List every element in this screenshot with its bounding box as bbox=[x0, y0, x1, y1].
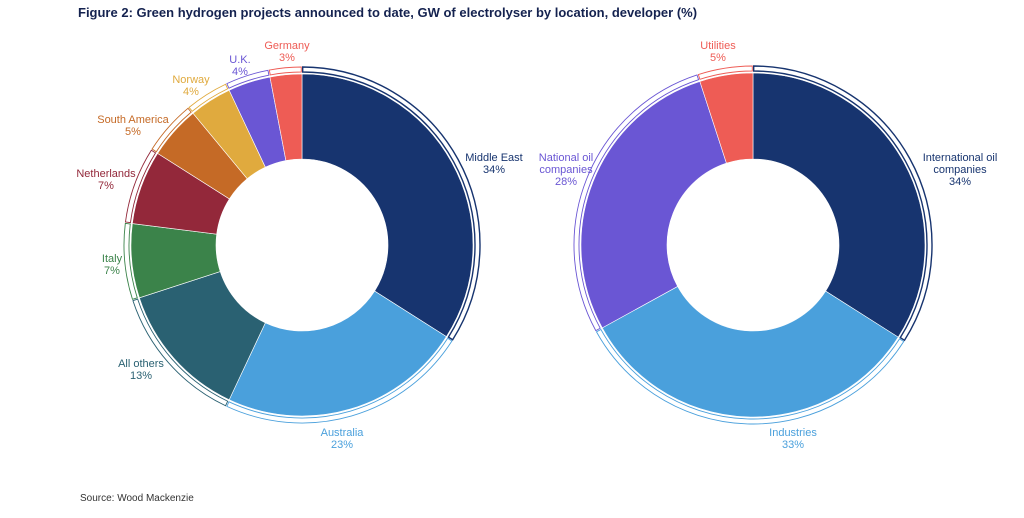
slice-value: 34% bbox=[948, 176, 972, 188]
slice-label: National oil companies 28% bbox=[538, 152, 594, 188]
slice-label: Utilities 5% bbox=[700, 40, 736, 64]
slice-outline bbox=[124, 149, 157, 224]
chart-title: Figure 2: Green hydrogen projects announ… bbox=[78, 5, 698, 20]
slice-outline bbox=[752, 65, 933, 342]
source-note: Source: Wood Mackenzie bbox=[80, 493, 194, 504]
slice-value: 4% bbox=[232, 66, 248, 78]
slice-outline bbox=[132, 298, 229, 407]
slice-label: All others 13% bbox=[118, 358, 164, 382]
slice-value: 5% bbox=[125, 126, 141, 138]
slice-label: U.K. 4% bbox=[229, 54, 251, 78]
slice-industries bbox=[601, 286, 899, 418]
slice-outline bbox=[226, 337, 453, 424]
slice-value: 5% bbox=[710, 52, 726, 64]
slice-label: Industries 33% bbox=[769, 427, 817, 451]
slice-outline bbox=[573, 74, 700, 332]
slice-label: International oil companies 34% bbox=[922, 152, 998, 188]
slice-outline bbox=[301, 66, 481, 341]
slice-outline bbox=[595, 328, 905, 425]
slice-outline bbox=[226, 69, 270, 89]
slice-value: 23% bbox=[330, 439, 354, 451]
slice-label: Netherlands 7% bbox=[76, 168, 136, 192]
slice-germany bbox=[269, 73, 303, 161]
slice-label: Middle East 34% bbox=[465, 152, 523, 176]
slice-value: 28% bbox=[554, 176, 578, 188]
slice-outline bbox=[697, 65, 753, 80]
slice-value: 7% bbox=[104, 265, 120, 277]
slice-label: Germany 3% bbox=[264, 40, 310, 64]
slice-value: 7% bbox=[98, 180, 114, 192]
slice-value: 34% bbox=[482, 164, 506, 176]
slice-outline bbox=[123, 222, 138, 300]
slice-value: 3% bbox=[279, 52, 295, 64]
slice-value: 4% bbox=[183, 86, 199, 98]
slice-label: Australia 23% bbox=[320, 427, 364, 451]
slice-utilities bbox=[699, 72, 754, 164]
slice-value: 13% bbox=[129, 370, 153, 382]
slice-outline bbox=[268, 66, 302, 76]
slice-middle-east bbox=[301, 73, 474, 338]
slice-value: 33% bbox=[781, 439, 805, 451]
slice-outline bbox=[151, 107, 192, 153]
slice-national-oil-companies bbox=[580, 81, 727, 329]
slice-label: Norway 4% bbox=[172, 74, 210, 98]
slice-label: Italy 7% bbox=[101, 253, 123, 277]
slice-international-oil-companies bbox=[752, 72, 926, 338]
slice-australia bbox=[228, 290, 447, 417]
slice-outline bbox=[188, 83, 229, 112]
slice-label: South America 5% bbox=[97, 114, 169, 138]
